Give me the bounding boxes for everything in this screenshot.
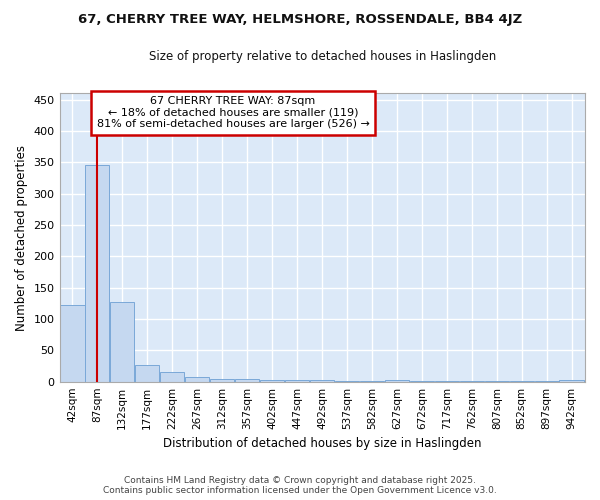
- Bar: [285, 380, 309, 382]
- Title: Size of property relative to detached houses in Haslingden: Size of property relative to detached ho…: [149, 50, 496, 63]
- Bar: [60, 305, 85, 382]
- Y-axis label: Number of detached properties: Number of detached properties: [15, 144, 28, 330]
- Bar: [385, 380, 409, 382]
- Bar: [110, 302, 134, 382]
- Bar: [185, 378, 209, 382]
- Bar: [235, 379, 259, 382]
- Bar: [434, 381, 459, 382]
- Bar: [310, 380, 334, 382]
- Bar: [135, 365, 160, 382]
- Bar: [335, 381, 359, 382]
- Bar: [210, 378, 235, 382]
- Bar: [460, 381, 484, 382]
- X-axis label: Distribution of detached houses by size in Haslingden: Distribution of detached houses by size …: [163, 437, 482, 450]
- Bar: [535, 381, 559, 382]
- Bar: [485, 381, 509, 382]
- Text: Contains HM Land Registry data © Crown copyright and database right 2025.
Contai: Contains HM Land Registry data © Crown c…: [103, 476, 497, 495]
- Text: 67 CHERRY TREE WAY: 87sqm
← 18% of detached houses are smaller (119)
81% of semi: 67 CHERRY TREE WAY: 87sqm ← 18% of detac…: [97, 96, 370, 130]
- Bar: [260, 380, 284, 382]
- Bar: [410, 381, 434, 382]
- Bar: [360, 381, 384, 382]
- Bar: [559, 380, 584, 382]
- Bar: [509, 381, 534, 382]
- Text: 67, CHERRY TREE WAY, HELMSHORE, ROSSENDALE, BB4 4JZ: 67, CHERRY TREE WAY, HELMSHORE, ROSSENDA…: [78, 12, 522, 26]
- Bar: [85, 166, 109, 382]
- Bar: [160, 372, 184, 382]
